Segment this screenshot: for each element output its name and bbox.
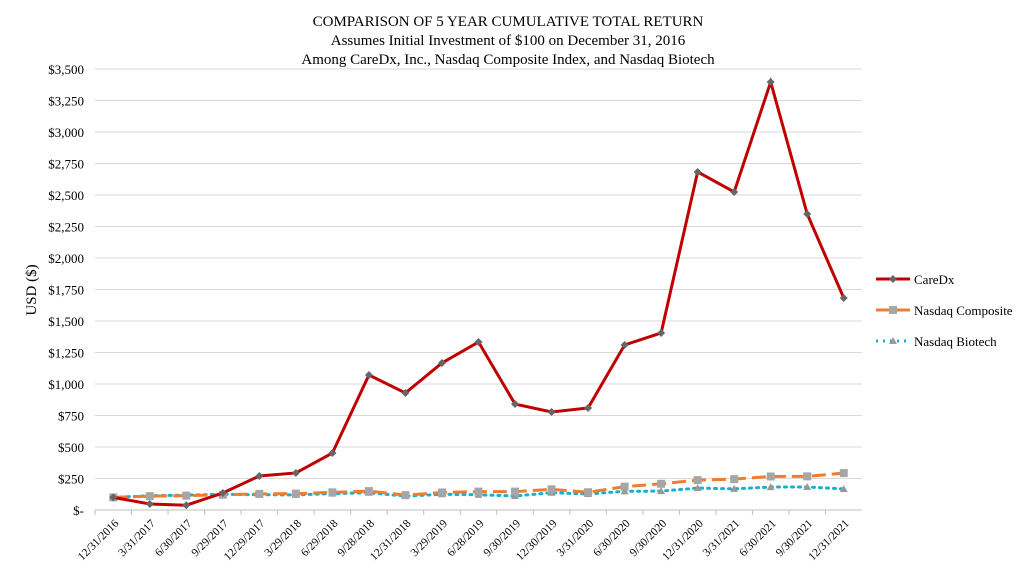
data-point: [584, 403, 593, 412]
data-point: [657, 328, 666, 337]
y-tick-label: $-: [73, 503, 84, 518]
data-point: [328, 449, 337, 458]
data-point: [730, 187, 739, 196]
data-point: [145, 492, 154, 501]
data-point: [255, 471, 264, 480]
y-tick-label: $250: [58, 472, 84, 487]
x-tick-label: 6/30/2021: [737, 517, 779, 559]
data-point: [328, 488, 337, 497]
data-point: [474, 338, 483, 347]
data-point: [730, 475, 739, 484]
data-point: [511, 487, 520, 496]
data-point: [839, 484, 848, 492]
data-point: [401, 388, 410, 397]
data-point: [364, 371, 373, 380]
data-point: [437, 358, 446, 367]
x-tick-label: 6/30/2020: [591, 517, 633, 559]
data-point: [109, 493, 118, 502]
data-point: [889, 306, 897, 314]
data-point: [182, 501, 191, 510]
data-point: [291, 468, 300, 477]
y-tick-label: $1,500: [48, 314, 84, 329]
x-tick-label: 3/29/2018: [263, 517, 305, 559]
data-point: [547, 407, 556, 416]
y-tick-label: $2,750: [48, 157, 84, 172]
data-point: [364, 487, 373, 496]
data-point: [218, 488, 227, 497]
data-point: [584, 488, 593, 497]
data-point: [803, 210, 812, 219]
data-point: [401, 491, 410, 500]
legend-label: Nasdaq Biotech: [914, 334, 997, 349]
data-point: [437, 488, 446, 497]
y-axis-label: USD ($): [24, 264, 40, 315]
data-point: [511, 400, 520, 409]
data-point: [255, 489, 264, 498]
data-point: [766, 472, 775, 481]
data-point: [693, 484, 702, 492]
chart-title: COMPARISON OF 5 YEAR CUMULATIVE TOTAL RE…: [313, 14, 704, 30]
y-tick-label: $2,250: [48, 220, 84, 235]
y-tick-label: $2,500: [48, 188, 84, 203]
y-tick-label: $750: [58, 409, 84, 424]
data-point: [620, 487, 629, 495]
y-tick-label: $3,250: [48, 94, 84, 109]
data-point: [145, 499, 154, 508]
x-tick-label: 3/31/2021: [701, 517, 743, 559]
legend-label: CareDx: [914, 272, 955, 287]
x-tick-label: 6/29/2018: [299, 517, 341, 559]
chart-subtitle: Assumes Initial Investment of $100 on De…: [331, 33, 686, 49]
data-point: [693, 167, 702, 176]
chart-subtitle-2: Among CareDx, Inc., Nasdaq Composite Ind…: [301, 52, 715, 68]
y-tick-label: $3,000: [48, 125, 84, 140]
data-point: [693, 476, 702, 485]
y-tick-label: $1,000: [48, 377, 84, 392]
y-tick-label: $1,750: [48, 283, 84, 298]
x-tick-label: 6/30/2017: [153, 517, 195, 559]
data-point: [620, 482, 629, 491]
data-point: [803, 482, 812, 490]
data-point: [657, 487, 666, 495]
y-tick-label: $2,000: [48, 251, 84, 266]
data-point: [889, 275, 897, 283]
data-point: [803, 472, 812, 481]
y-tick-label: $1,250: [48, 346, 84, 361]
data-point: [620, 340, 629, 349]
legend-label: Nasdaq Composite: [914, 303, 1013, 318]
data-point: [474, 487, 483, 496]
data-point: [839, 469, 848, 478]
x-tick-label: 3/31/2020: [555, 517, 597, 559]
x-tick-label: 3/29/2019: [409, 517, 451, 559]
y-tick-label: $3,500: [48, 62, 84, 77]
x-tick-label: 3/31/2017: [116, 517, 158, 559]
data-point: [839, 293, 848, 302]
data-point: [291, 489, 300, 498]
data-point: [766, 483, 775, 491]
data-point: [730, 484, 739, 492]
data-point: [657, 479, 666, 488]
y-tick-label: $500: [58, 440, 84, 455]
data-point: [766, 77, 775, 86]
x-tick-label: 6/28/2019: [445, 517, 487, 559]
data-point: [182, 491, 191, 500]
data-point: [889, 337, 897, 344]
series-line-caredx: [112, 76, 846, 507]
x-tick-label: 12/31/2016: [76, 517, 122, 563]
data-point: [547, 485, 556, 494]
